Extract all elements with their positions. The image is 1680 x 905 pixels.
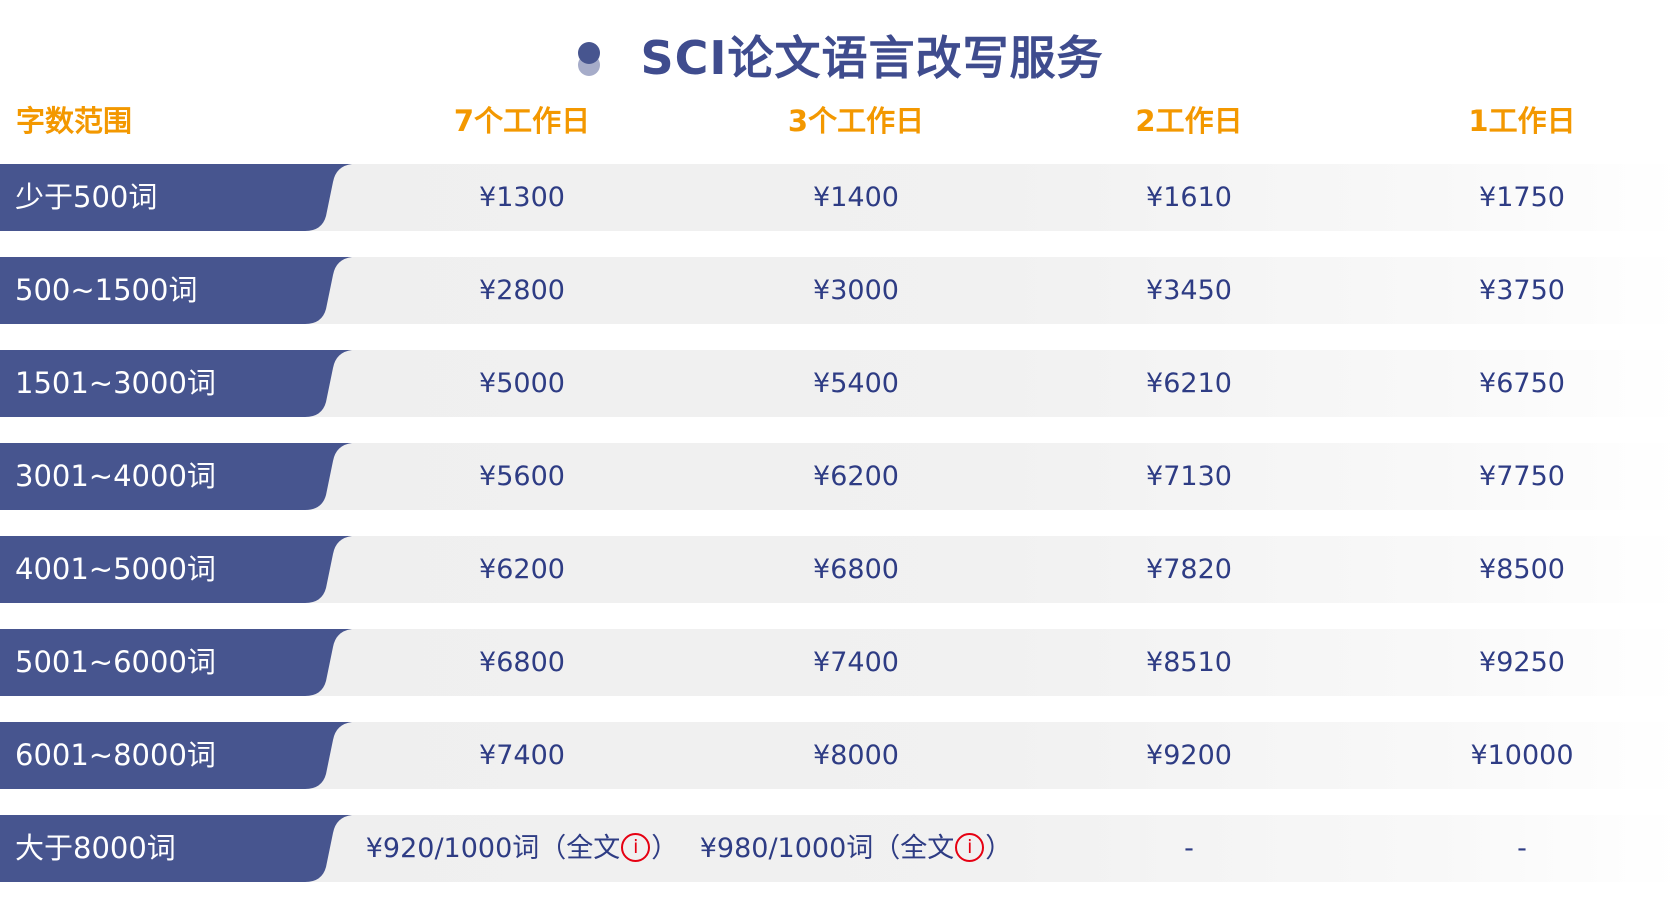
word-range-label: 500~1500词 xyxy=(0,257,352,324)
price-cell: ¥7400 xyxy=(813,647,899,678)
price-text: ¥920/1000词（全文 xyxy=(365,833,621,864)
word-range-text: 少于500词 xyxy=(15,180,158,214)
word-range-text: 4001~5000词 xyxy=(15,552,216,586)
label-tab-shape xyxy=(0,629,352,696)
price-cell: ¥1610 xyxy=(1146,182,1232,213)
info-icon[interactable]: i xyxy=(955,833,985,862)
word-range-label: 6001~8000词 xyxy=(0,722,352,789)
price-cell: ¥10000 xyxy=(1470,740,1574,771)
word-range-text: 5001~6000词 xyxy=(15,645,216,679)
price-cell: ¥1300 xyxy=(479,182,565,213)
word-range-label: 5001~6000词 xyxy=(0,629,352,696)
price-cell: ¥920/1000词（全文 i） xyxy=(362,815,682,882)
table-row: 3001~4000词 ¥5600 ¥6200 ¥7130 ¥7750 xyxy=(0,443,1680,510)
label-tab-shape xyxy=(0,815,352,882)
price-cell: ¥7130 xyxy=(1146,461,1232,492)
close-paren: ） xyxy=(985,833,1013,864)
word-range-text: 大于8000词 xyxy=(15,831,176,865)
info-icon[interactable]: i xyxy=(621,833,651,862)
price-cell: ¥1750 xyxy=(1479,182,1565,213)
close-paren: ） xyxy=(651,833,679,864)
table-row: 5001~6000词 ¥6800 ¥7400 ¥8510 ¥9250 xyxy=(0,629,1680,696)
price-cell: ¥8510 xyxy=(1146,647,1232,678)
word-range-text: 1501~3000词 xyxy=(15,366,216,400)
price-cell: ¥6210 xyxy=(1146,368,1232,399)
price-cell: ¥3000 xyxy=(813,275,899,306)
word-range-label: 3001~4000词 xyxy=(0,443,352,510)
title-text: SCI论文语言改写服务 xyxy=(640,31,1104,85)
table-row: 1501~3000词 ¥5000 ¥5400 ¥6210 ¥6750 xyxy=(0,350,1680,417)
label-tab-shape xyxy=(0,257,352,324)
table-row: 500~1500词 ¥2800 ¥3000 ¥3450 ¥3750 xyxy=(0,257,1680,324)
price-cell: ¥9250 xyxy=(1479,647,1565,678)
label-tab-shape xyxy=(0,443,352,510)
price-cell: ¥980/1000词（全文 i） xyxy=(696,815,1016,882)
price-cell: ¥7750 xyxy=(1479,461,1565,492)
price-cell: ¥8500 xyxy=(1479,554,1565,585)
price-cell: ¥5600 xyxy=(479,461,565,492)
price-cell: ¥3750 xyxy=(1479,275,1565,306)
price-cell: ¥7820 xyxy=(1146,554,1232,585)
table-row: 少于500词 ¥1300 ¥1400 ¥1610 ¥1750 xyxy=(0,164,1680,231)
price-cell: ¥5400 xyxy=(813,368,899,399)
word-range-text: 500~1500词 xyxy=(15,273,198,307)
table-row: 4001~5000词 ¥6200 ¥6800 ¥7820 ¥8500 xyxy=(0,536,1680,603)
price-cell: ¥6750 xyxy=(1479,368,1565,399)
price-cell: ¥5000 xyxy=(479,368,565,399)
header-7-days: 7个工作日 xyxy=(453,104,591,138)
price-cell: ¥6200 xyxy=(813,461,899,492)
header-word-range: 字数范围 xyxy=(16,104,133,138)
table-row: 6001~8000词 ¥7400 ¥8000 ¥9200 ¥10000 xyxy=(0,722,1680,789)
word-range-label: 少于500词 xyxy=(0,164,352,231)
price-cell: ¥3450 xyxy=(1146,275,1232,306)
word-range-label: 大于8000词 xyxy=(0,815,352,882)
label-tab-shape xyxy=(0,536,352,603)
header-3-days: 3个工作日 xyxy=(787,104,925,138)
price-cell: ¥1400 xyxy=(813,182,899,213)
word-range-label: 1501~3000词 xyxy=(0,350,352,417)
header-1-day: 1工作日 xyxy=(1468,104,1576,138)
price-cell: ¥9200 xyxy=(1146,740,1232,771)
price-cell: - xyxy=(1184,833,1194,864)
label-tab-shape xyxy=(0,350,352,417)
word-range-text: 6001~8000词 xyxy=(15,738,216,772)
header-2-days: 2工作日 xyxy=(1135,104,1243,138)
price-cell: - xyxy=(1517,833,1527,864)
label-tab-shape xyxy=(0,722,352,789)
price-text: ¥980/1000词（全文 xyxy=(699,833,955,864)
price-cell: ¥7400 xyxy=(479,740,565,771)
bullet-dots-icon xyxy=(576,38,601,78)
page-title: SCI论文语言改写服务 xyxy=(0,22,1680,88)
price-cell: ¥2800 xyxy=(479,275,565,306)
word-range-label: 4001~5000词 xyxy=(0,536,352,603)
table-row: 大于8000词 ¥920/1000词（全文 i） ¥980/1000词（全文 i） - - xyxy=(0,815,1680,882)
word-range-text: 3001~4000词 xyxy=(15,459,216,493)
price-cell: ¥6200 xyxy=(479,554,565,585)
price-cell: ¥8000 xyxy=(813,740,899,771)
price-cell: ¥6800 xyxy=(479,647,565,678)
price-cell: ¥6800 xyxy=(813,554,899,585)
label-tab-shape xyxy=(0,164,352,231)
